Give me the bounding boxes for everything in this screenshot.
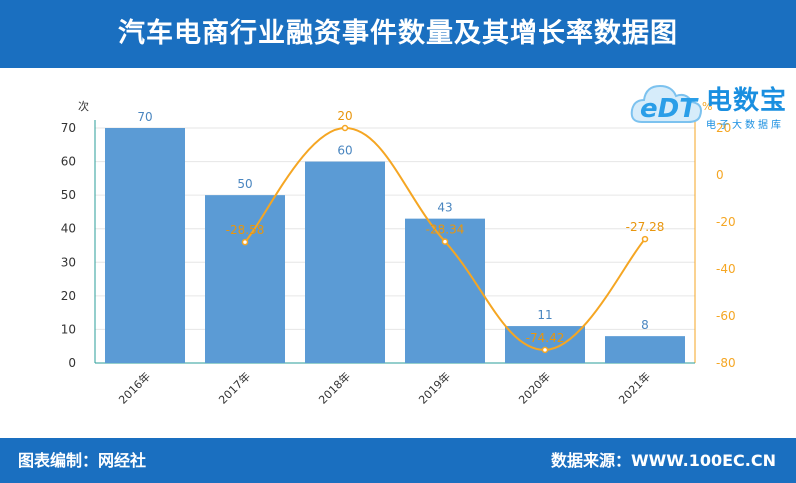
bar [305,161,385,363]
growth-rate-label: 20 [337,109,352,123]
y-left-tick-label: 0 [68,356,76,370]
y-left-tick-label: 70 [61,121,76,135]
growth-rate-point [541,346,549,354]
cloud-icon [630,84,702,123]
y-right-tick-label: -20 [716,215,736,229]
growth-rate-point [641,235,649,243]
x-tick-label: 2020年 [516,369,553,406]
header-bar [0,0,796,68]
logo-subtitle: 电子大数据库 [706,120,784,131]
y-left-tick-label: 50 [61,188,76,202]
growth-rate-label: -27.28 [626,220,665,234]
chart-area: 010203040506070次200-20-40-60-80%70506043… [61,99,736,407]
y-left-tick-label: 30 [61,255,76,269]
logo-name: 电数宝 [706,86,788,116]
bar-value-label: 70 [137,110,152,124]
logo-mark: eDT [640,94,697,124]
growth-rate-label: -74.42 [526,331,565,345]
y-left-tick-label: 60 [61,155,76,169]
footer-credit: 图表编制：网经社 [18,451,147,470]
bar [205,195,285,363]
growth-rate-point [341,124,349,132]
logo: eDT 电数宝 电子大数据库 [628,74,794,136]
y-left-axis-label: 次 [78,99,89,113]
growth-rate-label: -28.58 [226,223,265,237]
y-right-tick-label: 0 [716,168,724,182]
y-left-tick-label: 20 [61,289,76,303]
y-left-tick-label: 10 [61,322,76,336]
y-right-tick-label: 20 [716,121,731,135]
bar-value-label: 8 [641,318,649,332]
growth-rate-point [241,238,249,246]
bar-value-label: 43 [437,201,452,215]
bar [505,326,585,363]
bar-value-label: 11 [537,308,552,322]
y-left-tick-label: 40 [61,222,76,236]
growth-rate-point [441,238,449,245]
growth-rate-label: -28.34 [426,223,465,237]
y-right-tick-label: -80 [716,356,736,370]
chart-title: 汽车电商行业融资事件数量及其增长率数据图 [118,18,678,49]
x-tick-label: 2016年 [116,369,153,406]
bar-value-label: 60 [337,144,352,158]
y-right-tick-label: -40 [716,262,736,276]
x-tick-label: 2021年 [616,369,653,406]
footer-source: 数据来源：WWW.100EC.CN [550,451,776,470]
footer-bar: 图表编制：网经社 数据来源：WWW.100EC.CN [0,438,796,483]
x-tick-label: 2018年 [316,369,353,406]
x-tick-label: 2019年 [416,369,453,406]
y-right-tick-label: -60 [716,309,736,323]
x-tick-label: 2017年 [216,369,253,406]
bar [605,336,685,363]
y-right-axis-label: % [702,100,712,113]
bar [105,128,185,363]
bar-value-label: 50 [237,177,252,191]
